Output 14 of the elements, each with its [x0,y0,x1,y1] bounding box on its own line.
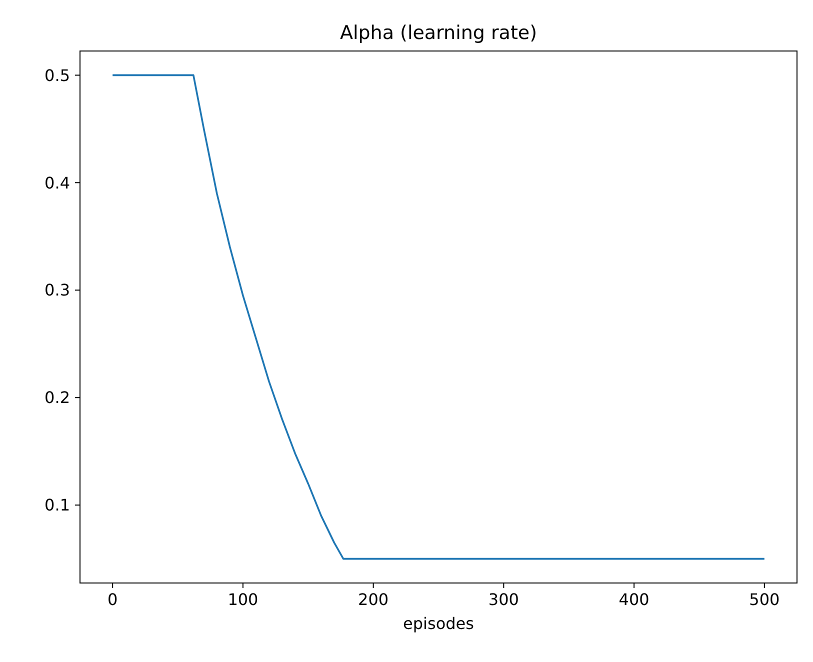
x-axis-title: episodes [403,614,474,633]
x-tick-label: 500 [749,590,780,609]
x-tick-label: 100 [228,590,258,609]
y-tick-label: 0.3 [44,280,70,300]
x-tick-label: 0 [107,590,118,609]
x-tick-label: 400 [618,590,650,609]
x-tick-label: 300 [488,590,519,609]
y-tick-label: 0.5 [44,66,70,85]
y-tick-label: 0.4 [44,173,70,192]
x-tick-label: 200 [358,590,389,609]
line-series [112,74,766,560]
y-tick-label: 0.1 [44,496,70,515]
chart-title: Alpha (learning rate) [340,22,538,44]
y-tick-label: 0.2 [44,388,70,408]
